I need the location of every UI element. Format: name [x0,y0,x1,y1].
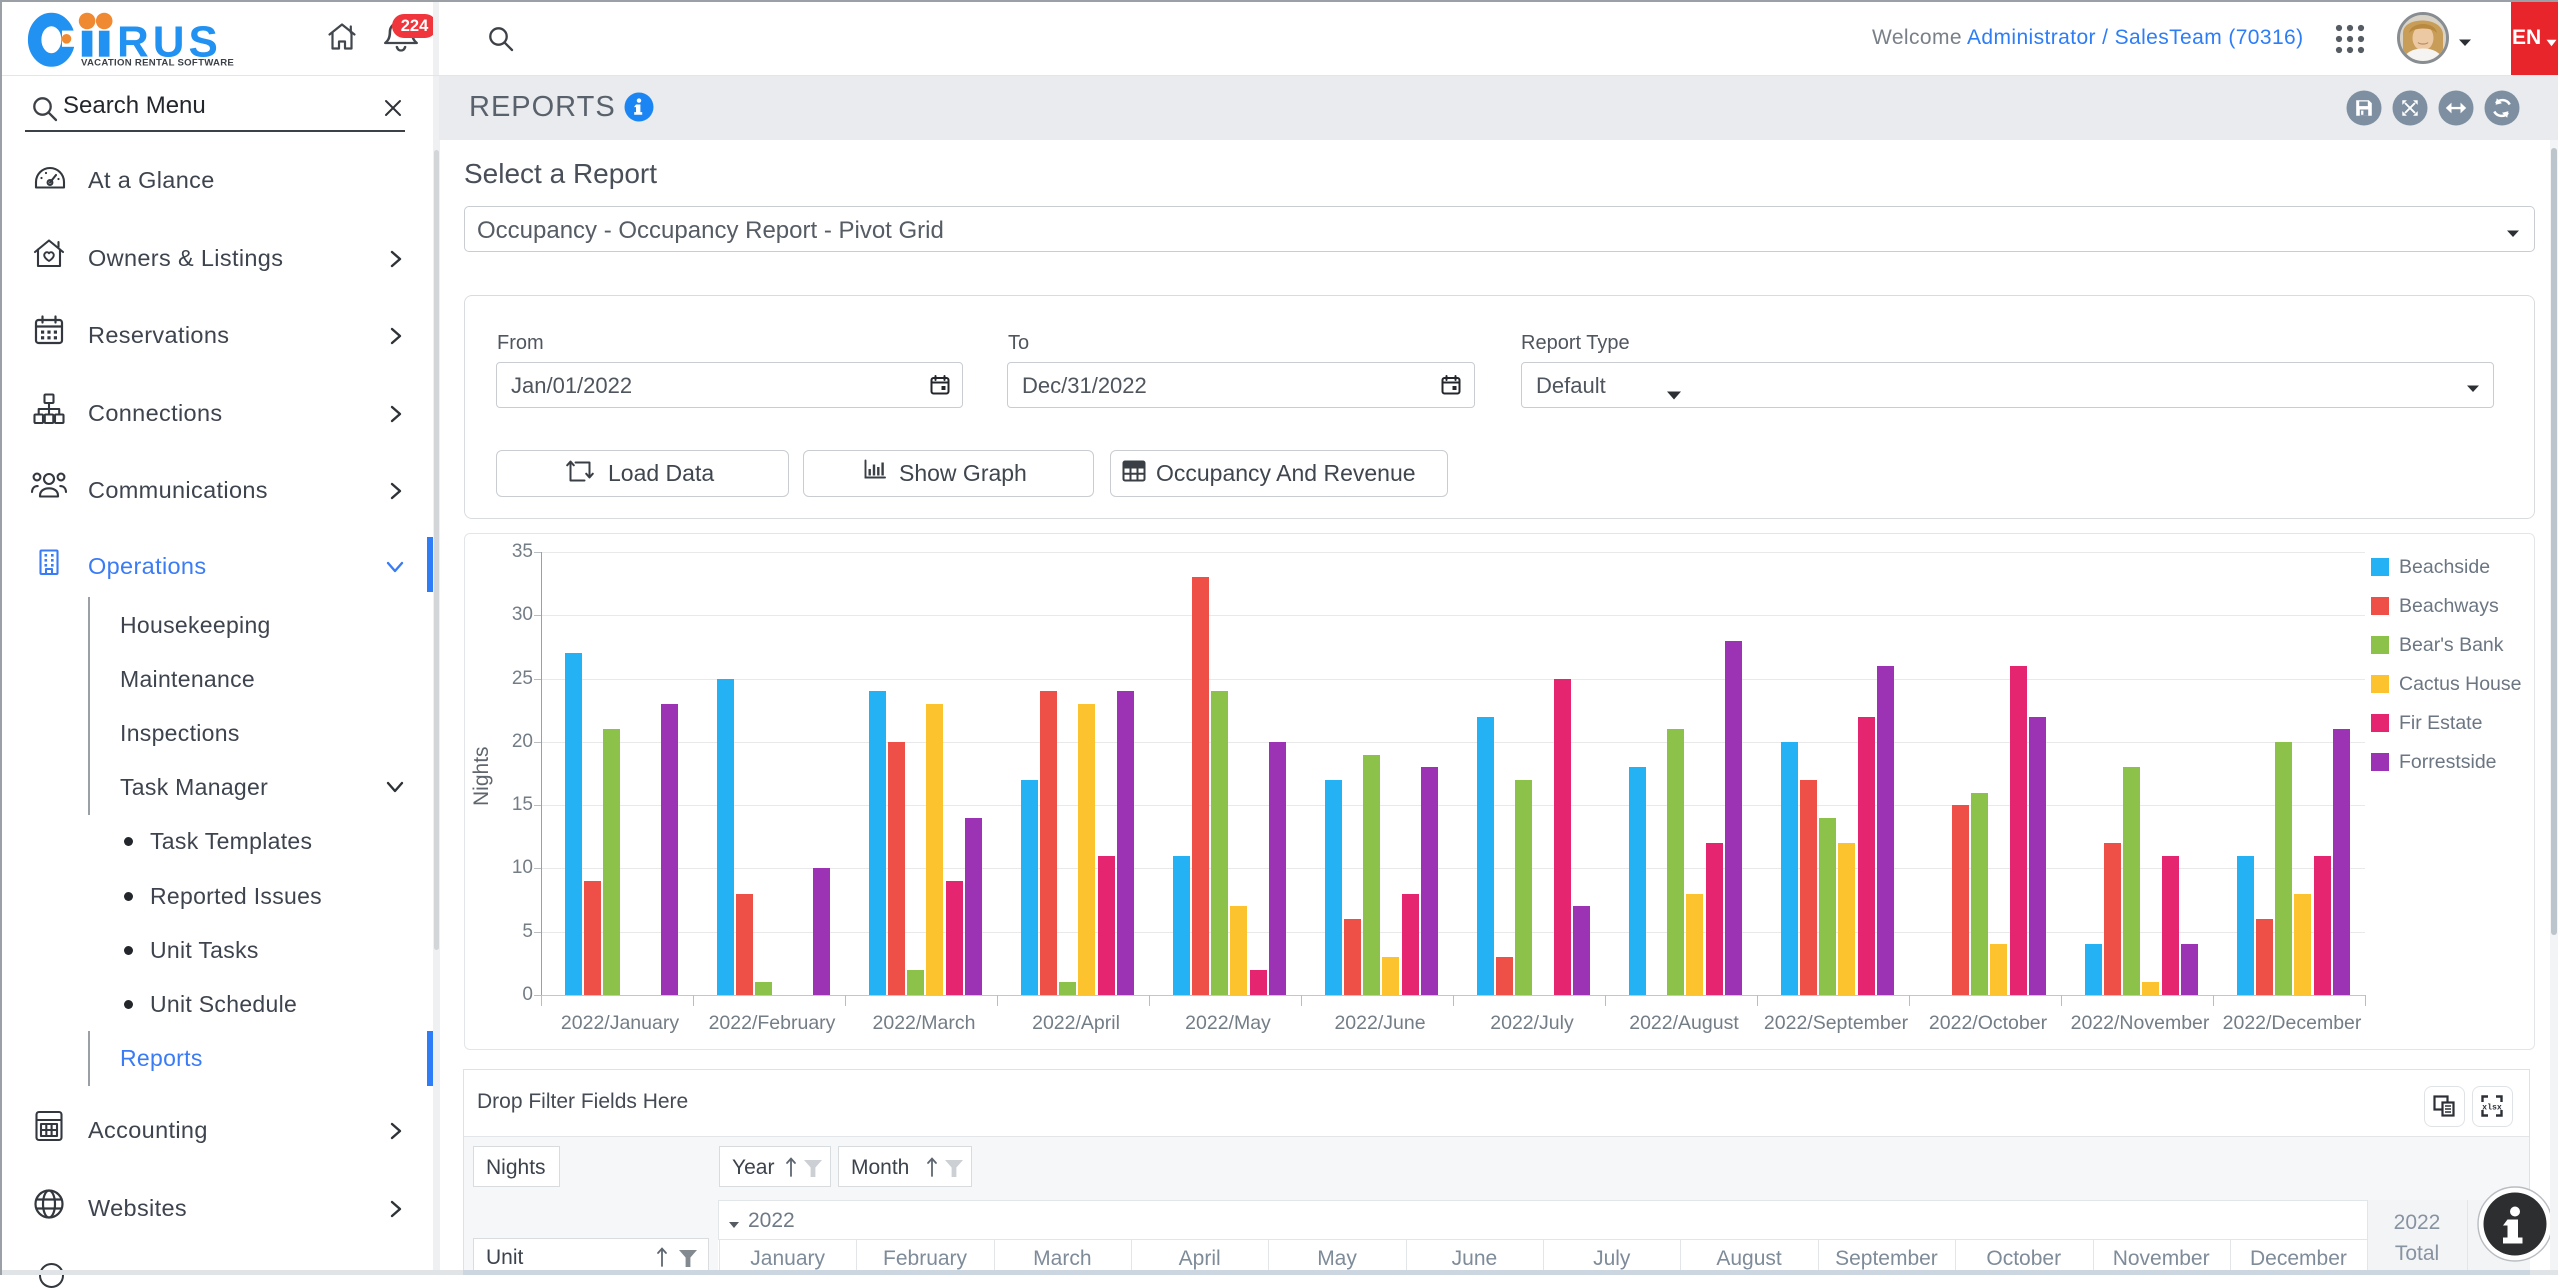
svg-text:RUS: RUS [117,18,222,67]
svg-text:xlsx: xlsx [2482,1103,2502,1113]
svg-text:VACATION RENTAL SOFTWARE: VACATION RENTAL SOFTWARE [81,58,234,69]
